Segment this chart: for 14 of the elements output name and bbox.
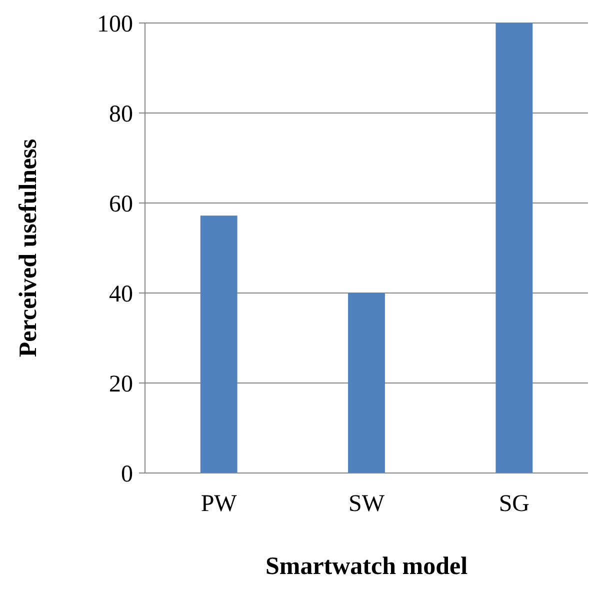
y-tick-label: 60 bbox=[109, 191, 133, 218]
x-tick-label: PW bbox=[200, 491, 238, 517]
y-tick-label: 20 bbox=[109, 371, 133, 398]
bar bbox=[200, 216, 238, 473]
x-tick-label: SW bbox=[348, 491, 385, 517]
y-tick-label: 40 bbox=[109, 281, 133, 308]
y-tick-label: 100 bbox=[97, 11, 133, 38]
bar bbox=[348, 293, 385, 473]
x-tick-label: SG bbox=[498, 491, 530, 517]
y-tick-label: 80 bbox=[109, 101, 133, 128]
bar bbox=[496, 23, 533, 473]
y-tick-label: 0 bbox=[121, 461, 133, 488]
x-axis-title: Smartwatch model bbox=[265, 553, 468, 580]
y-axis-title: Perceived usefulness bbox=[15, 138, 42, 358]
